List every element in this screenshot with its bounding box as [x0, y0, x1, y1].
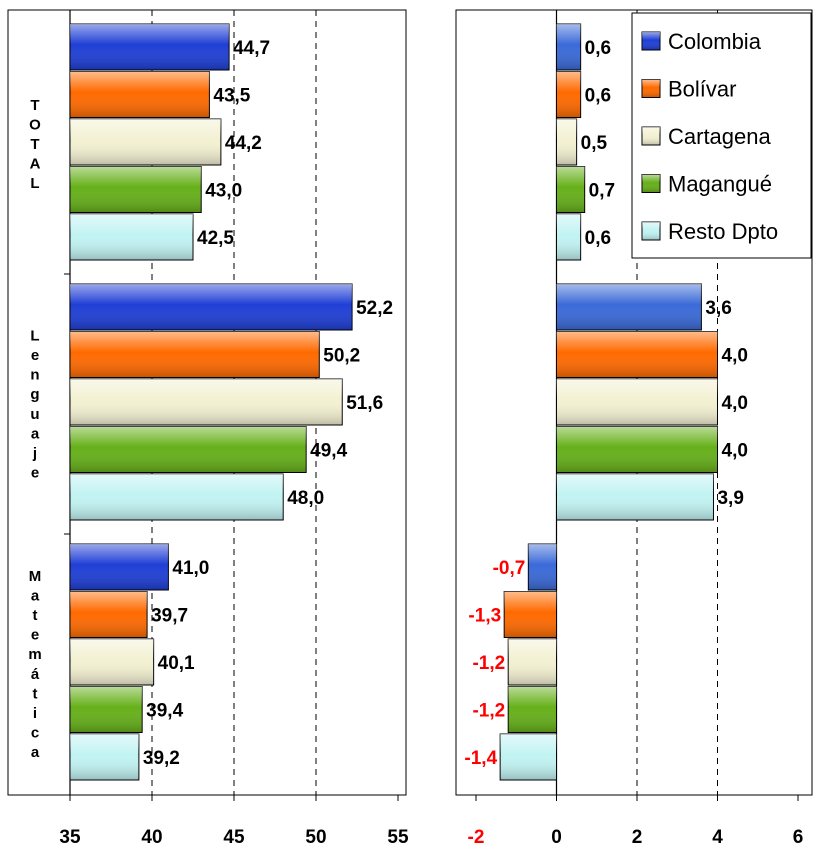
bar-value-label: 0,7 [589, 181, 615, 202]
legend-box [631, 12, 812, 259]
bar-value-label: 0,6 [585, 38, 611, 59]
bar-value-label: 39,4 [146, 701, 183, 722]
x-tick-label: 2 [632, 827, 643, 848]
x-tick-label: 55 [387, 827, 409, 848]
x-tick-label: 6 [793, 827, 804, 848]
bar-shading [70, 379, 343, 425]
bar-shading [508, 639, 557, 685]
x-tick-label: 35 [59, 827, 81, 848]
bar-value-label: 44,7 [233, 38, 270, 59]
bar-value-label: 0,6 [585, 228, 611, 249]
left-panel-scores: 35 40 45 50 55 44,7 43,5 44,2 43,0 42,5 52,2 50,2 51… [7, 9, 409, 848]
bar-value-label: 49,4 [310, 441, 347, 462]
legend-entry-label: Resto Dpto [668, 219, 778, 244]
x-tick-label: 50 [305, 827, 326, 848]
bar-value-label: 51,6 [346, 393, 383, 414]
bar-shading [556, 474, 714, 520]
legend-swatch-shading [642, 222, 660, 240]
bar-shading [70, 686, 143, 733]
x-tick-label: -2 [468, 827, 485, 848]
bar-value-label: 4,0 [722, 441, 748, 462]
bar-value-label: 52,2 [356, 298, 393, 319]
bar-shading [70, 166, 202, 213]
bar-shading [556, 24, 581, 70]
bar-value-label: 48,0 [287, 488, 324, 509]
bar-shading [70, 734, 139, 780]
legend-entry-label: Bolívar [668, 77, 736, 102]
bar-shading [70, 284, 353, 330]
plot-frame [455, 9, 813, 796]
bar-shading [70, 119, 221, 165]
plot-frame [7, 9, 407, 796]
bar-shading [528, 544, 557, 590]
bar-shading [70, 474, 284, 520]
x-tick-label: 0 [551, 827, 562, 848]
bar-value-label: 50,2 [323, 346, 360, 367]
bar-shading [500, 734, 557, 780]
bar-value-label: 42,5 [197, 228, 234, 249]
bar-value-label: 39,7 [151, 606, 188, 627]
x-tick-label: 40 [141, 827, 162, 848]
bar-shading [70, 71, 210, 118]
bar-shading [556, 71, 581, 118]
bar-value-label: 40,1 [158, 653, 195, 674]
legend-entry-label: Colombia [668, 29, 762, 54]
bar-value-label: 43,5 [213, 86, 250, 107]
bar-shading [556, 284, 702, 330]
bar-shading [556, 331, 718, 378]
bar-value-label: 3,6 [705, 298, 731, 319]
bar-value-label: -0,7 [493, 558, 526, 579]
bar-value-label: 43,0 [205, 181, 242, 202]
bar-value-label: 3,9 [717, 488, 743, 509]
right-panel-changes: -2 0 2 4 6 0,6 0,6 0,5 0,7 0,6 3,6 4,0 4,0 4,0 3,9 -0,7… [455, 9, 813, 848]
legend-entry-label: Magangué [668, 172, 772, 197]
bar-shading [70, 24, 230, 70]
legend-swatch-shading [642, 79, 660, 98]
bar-value-label: 0,5 [581, 133, 608, 154]
bar-value-label: 0,6 [585, 86, 611, 107]
bar-value-label: -1,2 [472, 701, 505, 722]
legend-swatch-shading [642, 127, 660, 145]
bar-shading [70, 331, 320, 378]
bar-shading [556, 166, 585, 213]
legend-swatch-shading [642, 32, 660, 50]
legend-swatch-shading [642, 174, 660, 193]
bar-value-label: 41,0 [172, 558, 209, 579]
bar-shading [508, 686, 557, 733]
bar-shading [556, 214, 581, 260]
bar-shading [504, 591, 557, 638]
bar-shading [70, 214, 193, 260]
bar-value-label: 39,2 [143, 748, 180, 769]
bar-shading [70, 544, 169, 590]
bar-shading [556, 426, 718, 473]
bar-shading [556, 119, 577, 165]
legend: Colombia Bolívar Cartagena Magangué Resto Dp… [631, 12, 812, 259]
legend-entry-label: Cartagena [668, 124, 772, 149]
bar-value-label: -1,3 [468, 606, 501, 627]
bar-value-label: 4,0 [722, 346, 748, 367]
bar-shading [70, 639, 154, 685]
x-tick-label: 45 [223, 827, 245, 848]
bar-shading [70, 591, 148, 638]
bar-shading [556, 379, 718, 425]
bar-value-label: 44,2 [225, 133, 262, 154]
bar-value-label: -1,2 [472, 653, 505, 674]
bar-value-label: -1,4 [464, 748, 497, 769]
x-tick-label: 4 [712, 827, 723, 848]
bar-shading [70, 426, 307, 473]
bar-value-label: 4,0 [722, 393, 748, 414]
